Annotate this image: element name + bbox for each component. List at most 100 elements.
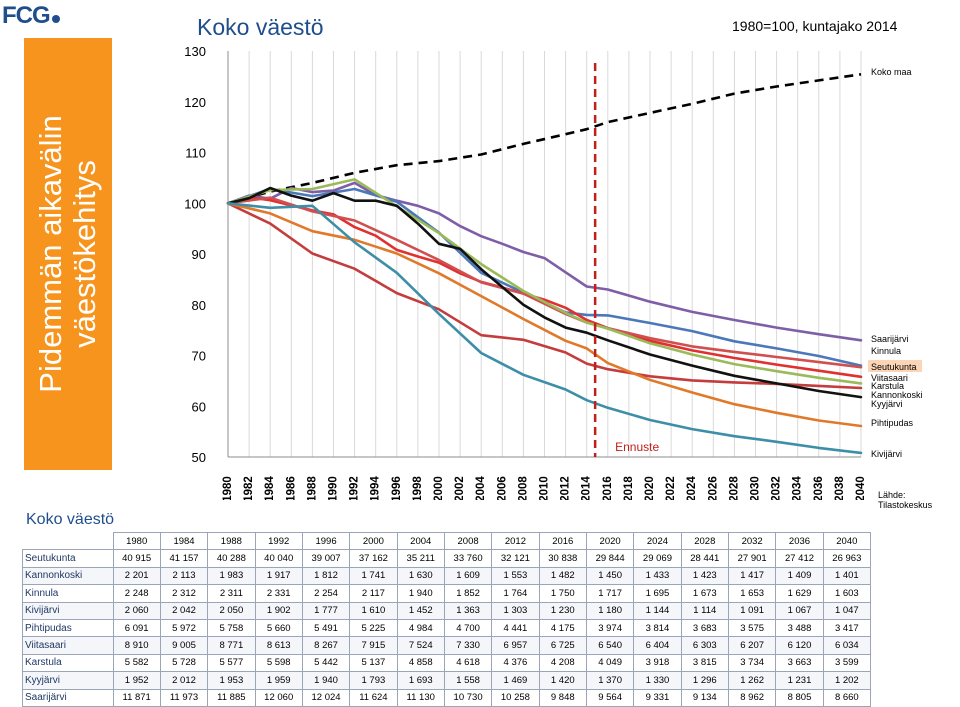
table-row: Kannonkoski 2 201 2 113 1 983 1 917 1 812 1 74… [22,566,872,586]
table-cell: 4 175 [538,618,587,638]
x-tick-label: 1988 [306,476,318,500]
x-tick-label: 1992 [349,476,361,500]
table-cell: 5 972 [159,618,209,638]
table-cell: 29 844 [585,549,635,568]
table-header-cell: 2036 [775,531,824,551]
table-cell: 1 741 [349,566,398,586]
table-cell: 1 420 [538,671,587,690]
table-cell: 1 401 [822,566,872,586]
table-cell: 5 728 [159,653,209,673]
table-cell: 3 734 [727,653,777,673]
table-cell: 5 442 [301,653,351,673]
table-cell: 1 450 [585,566,635,586]
table-cell: 2 042 [159,601,209,620]
table-cell: 9 005 [159,636,209,655]
table-cell: 1 750 [538,584,587,603]
table-cell: 1 717 [585,584,635,603]
table-cell: 39 007 [301,549,351,568]
table-cell: 40 915 [112,549,161,568]
x-tick-label: 1996 [391,476,403,500]
table-cell: 10 730 [443,688,493,707]
table-cell: 29 069 [633,549,682,568]
series-line [226,181,863,342]
table-cell: 37 162 [349,549,398,568]
table-cell: 1 793 [349,671,398,690]
table-row: Kyyjärvi 1 952 2 012 1 953 1 959 1 940 1 793 1 … [22,671,872,690]
table-cell: 1 902 [254,601,303,620]
table-row: Saarijärvi 11 871 11 973 11 885 12 060 12 024… [22,688,872,707]
table-cell: 1 629 [775,584,824,603]
table-row-label: Kannonkoski [22,566,114,586]
y-tick-label: 130 [184,44,206,59]
table-header-cell: 1992 [254,531,303,551]
x-tick-label: 2028 [728,476,740,500]
series-label: Karstula [871,381,904,391]
table-cell: 8 267 [301,636,351,655]
table-cell: 26 963 [822,549,872,568]
series-line [226,178,863,385]
table-cell: 6 207 [727,636,777,655]
table-header-cell: 1980 [112,531,161,551]
table-cell: 3 814 [633,618,682,638]
table-cell: 5 582 [112,653,161,673]
x-tick-label: 1984 [264,476,276,500]
table-cell: 1 180 [585,601,635,620]
table-cell: 1 230 [538,601,587,620]
table-cell: 2 312 [159,584,209,603]
table-cell: 8 771 [207,636,256,655]
table-cell: 4 618 [443,653,493,673]
table-cell: 1 603 [822,584,872,603]
series-label: Pihtipudas [871,418,914,428]
table-cell: 1 370 [585,671,635,690]
table-cell: 1 409 [775,566,824,586]
table-cell: 8 805 [775,688,824,707]
table-cell: 6 404 [633,636,682,655]
table-cell: 1 812 [301,566,351,586]
table-cell: 1 262 [727,671,777,690]
table-cell: 5 758 [207,618,256,638]
chart-subtitle: 1980=100, kuntajako 2014 [732,18,898,34]
table-cell: 6 303 [680,636,729,655]
table-cell: 30 838 [538,549,587,568]
table-row: Kivijärvi 2 060 2 042 2 050 1 902 1 777 1 610 1… [22,601,872,620]
table-cell: 1 953 [207,671,256,690]
x-tick-label: 2018 [623,476,635,500]
x-tick-label: 2014 [581,476,593,500]
table-row: Karstula 5 582 5 728 5 577 5 598 5 442 5 137 4 … [22,653,872,673]
table-cell: 9 848 [538,688,587,707]
table-row-label: Saarijärvi [22,688,114,707]
x-tick-label: 2036 [813,476,825,500]
table-cell: 40 288 [207,549,256,568]
table-cell: 3 815 [680,653,729,673]
x-tick-label: 1990 [328,476,340,500]
x-tick-label: 2024 [686,476,698,500]
table-cell: 4 984 [396,618,445,638]
table-header-cell: 2040 [822,531,872,551]
table-cell: 2 201 [112,566,161,586]
table-row: Pihtipudas 6 091 5 972 5 758 5 660 5 491 5 225… [22,618,872,638]
series-label: Saarijärvi [871,334,909,344]
table-cell: 1 433 [633,566,682,586]
table-header-cell: 1988 [207,531,256,551]
table-cell: 4 208 [538,653,587,673]
x-tick-label: 2026 [707,476,719,500]
table-cell: 6 120 [775,636,824,655]
table-row-label: Pihtipudas [22,618,114,638]
table-cell: 1 940 [301,671,351,690]
table-cell: 5 491 [301,618,351,638]
table-cell: 1 303 [491,601,540,620]
table-cell: 28 441 [680,549,729,568]
table-header-cell: 1996 [301,531,351,551]
table-cell: 10 258 [491,688,540,707]
table-cell: 2 254 [301,584,351,603]
table-cell: 3 974 [585,618,635,638]
table-cell: 4 700 [443,618,493,638]
table-cell: 1 852 [443,584,493,603]
table-cell: 1 653 [727,584,777,603]
table-cell: 2 113 [159,566,209,586]
table-cell: 6 091 [112,618,161,638]
table-cell: 5 598 [254,653,303,673]
x-tick-label: 2016 [602,476,614,500]
table-cell: 11 973 [159,688,209,707]
y-tick-label: 50 [192,450,206,465]
